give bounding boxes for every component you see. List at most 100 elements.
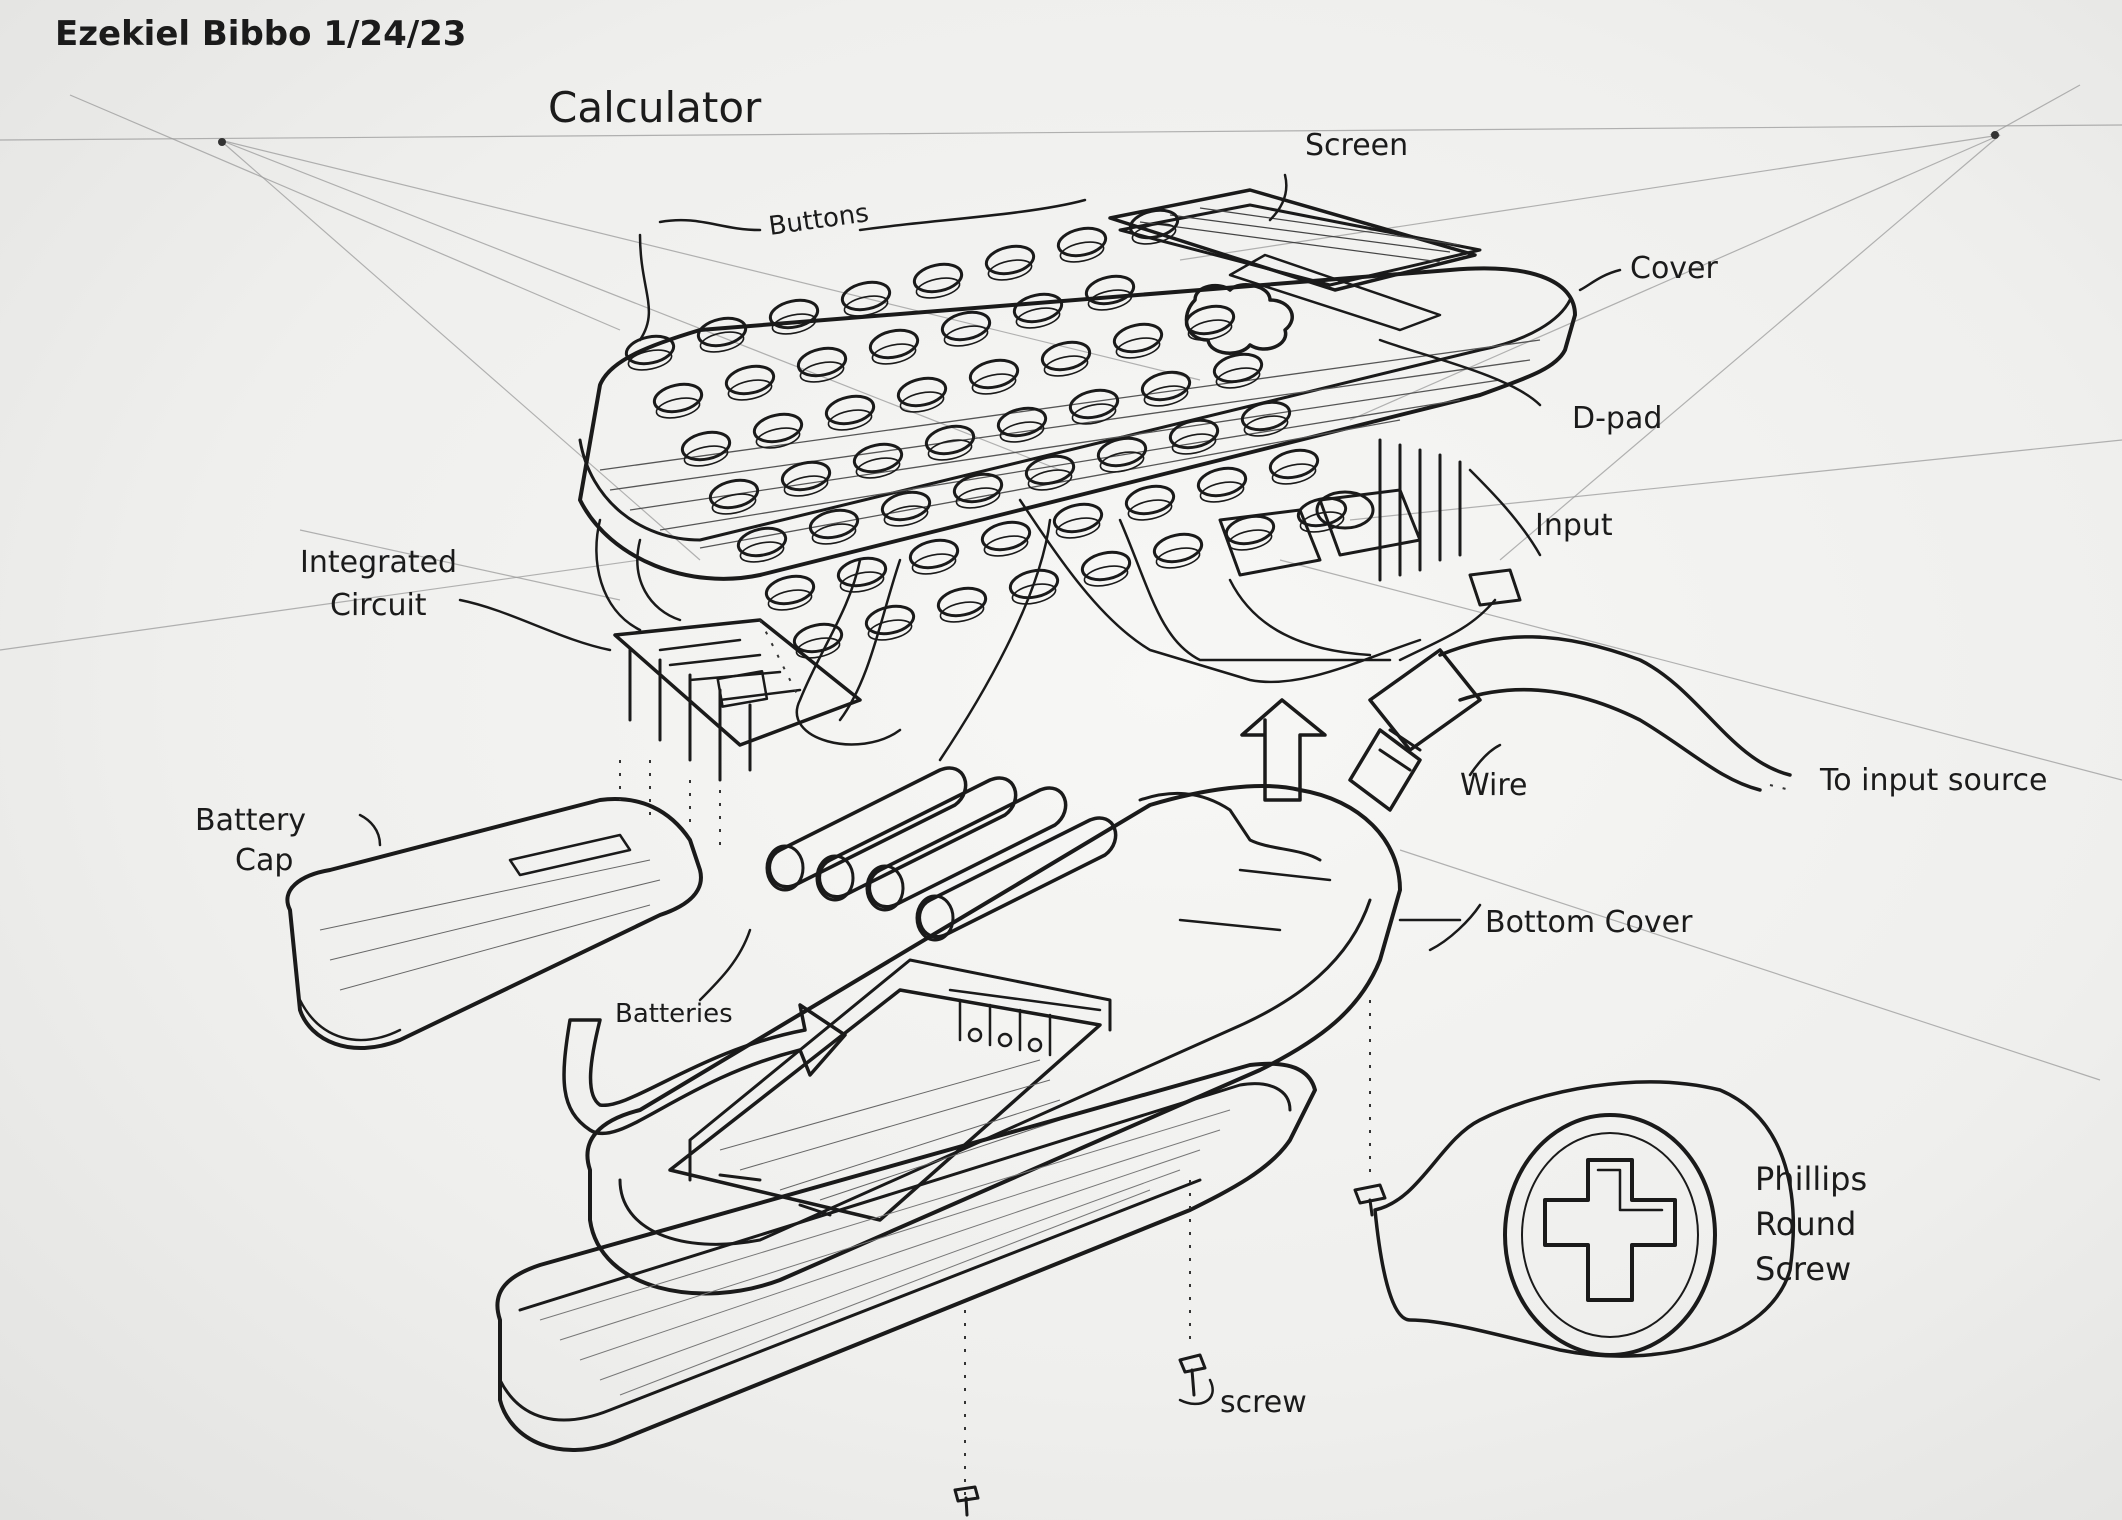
calculator-key xyxy=(996,406,1048,438)
phillips-label-line1: Phillips xyxy=(1755,1160,1867,1198)
integrated-circuit-label-line1: Integrated xyxy=(300,545,457,580)
calculator-key xyxy=(980,520,1032,552)
calculator-key-socket xyxy=(811,523,857,545)
calculator-key xyxy=(864,604,916,636)
annotation-labels: Ezekiel Bibbo 1/24/23 Calculator Screen … xyxy=(55,14,2047,1420)
top-cover xyxy=(578,188,1577,581)
screw-guides xyxy=(619,619,1371,1495)
calculator-key-socket xyxy=(843,295,889,317)
input-label: Input xyxy=(1535,508,1613,543)
calculator-key xyxy=(880,490,932,522)
phillips-screw-detail xyxy=(1373,1080,1796,1358)
calculator-key-socket xyxy=(871,343,917,365)
battery-terminal xyxy=(815,854,855,902)
calculator-key xyxy=(1096,436,1148,468)
phillips-label-line2: Round xyxy=(1755,1205,1856,1243)
cover-label: Cover xyxy=(1630,251,1719,286)
calculator-key xyxy=(764,574,816,606)
calculator-key-socket xyxy=(1015,307,1061,329)
internal-wiring xyxy=(595,438,1522,762)
calculator-key xyxy=(940,310,992,342)
battery-cell xyxy=(817,776,1018,899)
calculator-key-socket xyxy=(1131,223,1177,245)
calculator-key-socket xyxy=(1171,433,1217,455)
assembly-arrows xyxy=(562,698,1327,1136)
calculator-key xyxy=(724,364,776,396)
screws xyxy=(953,1183,1387,1517)
screen-label: Screen xyxy=(1305,128,1408,163)
calculator-key-socket xyxy=(655,397,701,419)
wire-label: Wire xyxy=(1460,768,1527,803)
calculator-key xyxy=(1084,274,1136,306)
calculator-key xyxy=(752,412,804,444)
calculator-key xyxy=(736,526,788,558)
calculator-key xyxy=(1196,466,1248,498)
calculator-key xyxy=(808,508,860,540)
calculator-key-socket xyxy=(955,487,1001,509)
calculator-key-socket xyxy=(999,421,1045,443)
calculator-key xyxy=(680,430,732,462)
calculator-key xyxy=(952,472,1004,504)
calculator-key-socket xyxy=(1099,451,1145,473)
battery-cap xyxy=(285,797,703,1050)
calculator-key xyxy=(1024,454,1076,486)
calculator-key-socket xyxy=(699,331,745,353)
calculator-key-socket xyxy=(755,427,801,449)
calculator-key-socket xyxy=(711,493,757,515)
calculator-key-socket xyxy=(883,505,929,527)
calculator-key-socket xyxy=(939,601,985,623)
calculator-key-socket xyxy=(1187,319,1233,341)
calculator-key xyxy=(840,280,892,312)
calculator-key-socket xyxy=(1083,565,1129,587)
calculator-key-socket xyxy=(915,277,961,299)
calculator-key xyxy=(1040,340,1092,372)
calculator-key-socket xyxy=(867,619,913,641)
buttons-label: Buttons xyxy=(767,198,871,242)
calculator-key-socket xyxy=(1059,241,1105,263)
battery-cap-label-line1: Battery xyxy=(195,803,306,838)
calculator-key xyxy=(968,358,1020,390)
calculator-key-socket xyxy=(1071,403,1117,425)
calculator-key-socket xyxy=(1115,337,1161,359)
calculator-key-socket xyxy=(1127,499,1173,521)
bottom-cover xyxy=(585,784,1402,1296)
calculator-key-socket xyxy=(1199,481,1245,503)
integrated-circuit-label-line2: Circuit xyxy=(330,588,427,623)
button-keys xyxy=(624,208,1348,659)
calculator-key-socket xyxy=(855,457,901,479)
calculator-key xyxy=(824,394,876,426)
calculator-key-socket xyxy=(1027,469,1073,491)
screw-label: screw xyxy=(1220,1385,1307,1420)
calculator-key xyxy=(1056,226,1108,258)
bottom-cover-label: Bottom Cover xyxy=(1485,905,1693,940)
battery-cell xyxy=(867,786,1068,909)
calculator-key xyxy=(624,334,676,366)
calculator-key-socket xyxy=(1271,463,1317,485)
calculator-key-socket xyxy=(943,325,989,347)
calculator-key xyxy=(896,376,948,408)
calculator-key-socket xyxy=(683,445,729,467)
battery-terminal xyxy=(915,894,955,942)
calculator-key xyxy=(1012,292,1064,324)
calculator-key-socket xyxy=(1087,289,1133,311)
calculator-key xyxy=(1268,448,1320,480)
phillips-label-line3: Screw xyxy=(1755,1250,1851,1288)
calculator-key-socket xyxy=(1215,367,1261,389)
calculator-key-socket xyxy=(739,541,785,563)
calculator-key-socket xyxy=(1155,547,1201,569)
calculator-key xyxy=(912,262,964,294)
calculator-key-socket xyxy=(1299,511,1345,533)
calculator-key-socket xyxy=(799,361,845,383)
calculator-key xyxy=(708,478,760,510)
battery-cap-label-line2: Cap xyxy=(235,843,293,878)
calculator-key xyxy=(652,382,704,414)
calculator-key-socket xyxy=(1043,355,1089,377)
calculator-key-socket xyxy=(1143,385,1189,407)
calculator-key xyxy=(1168,418,1220,450)
input-cable xyxy=(1348,635,1792,812)
calculator-key xyxy=(1152,532,1204,564)
battery-terminal xyxy=(765,844,805,892)
calculator-key xyxy=(1140,370,1192,402)
